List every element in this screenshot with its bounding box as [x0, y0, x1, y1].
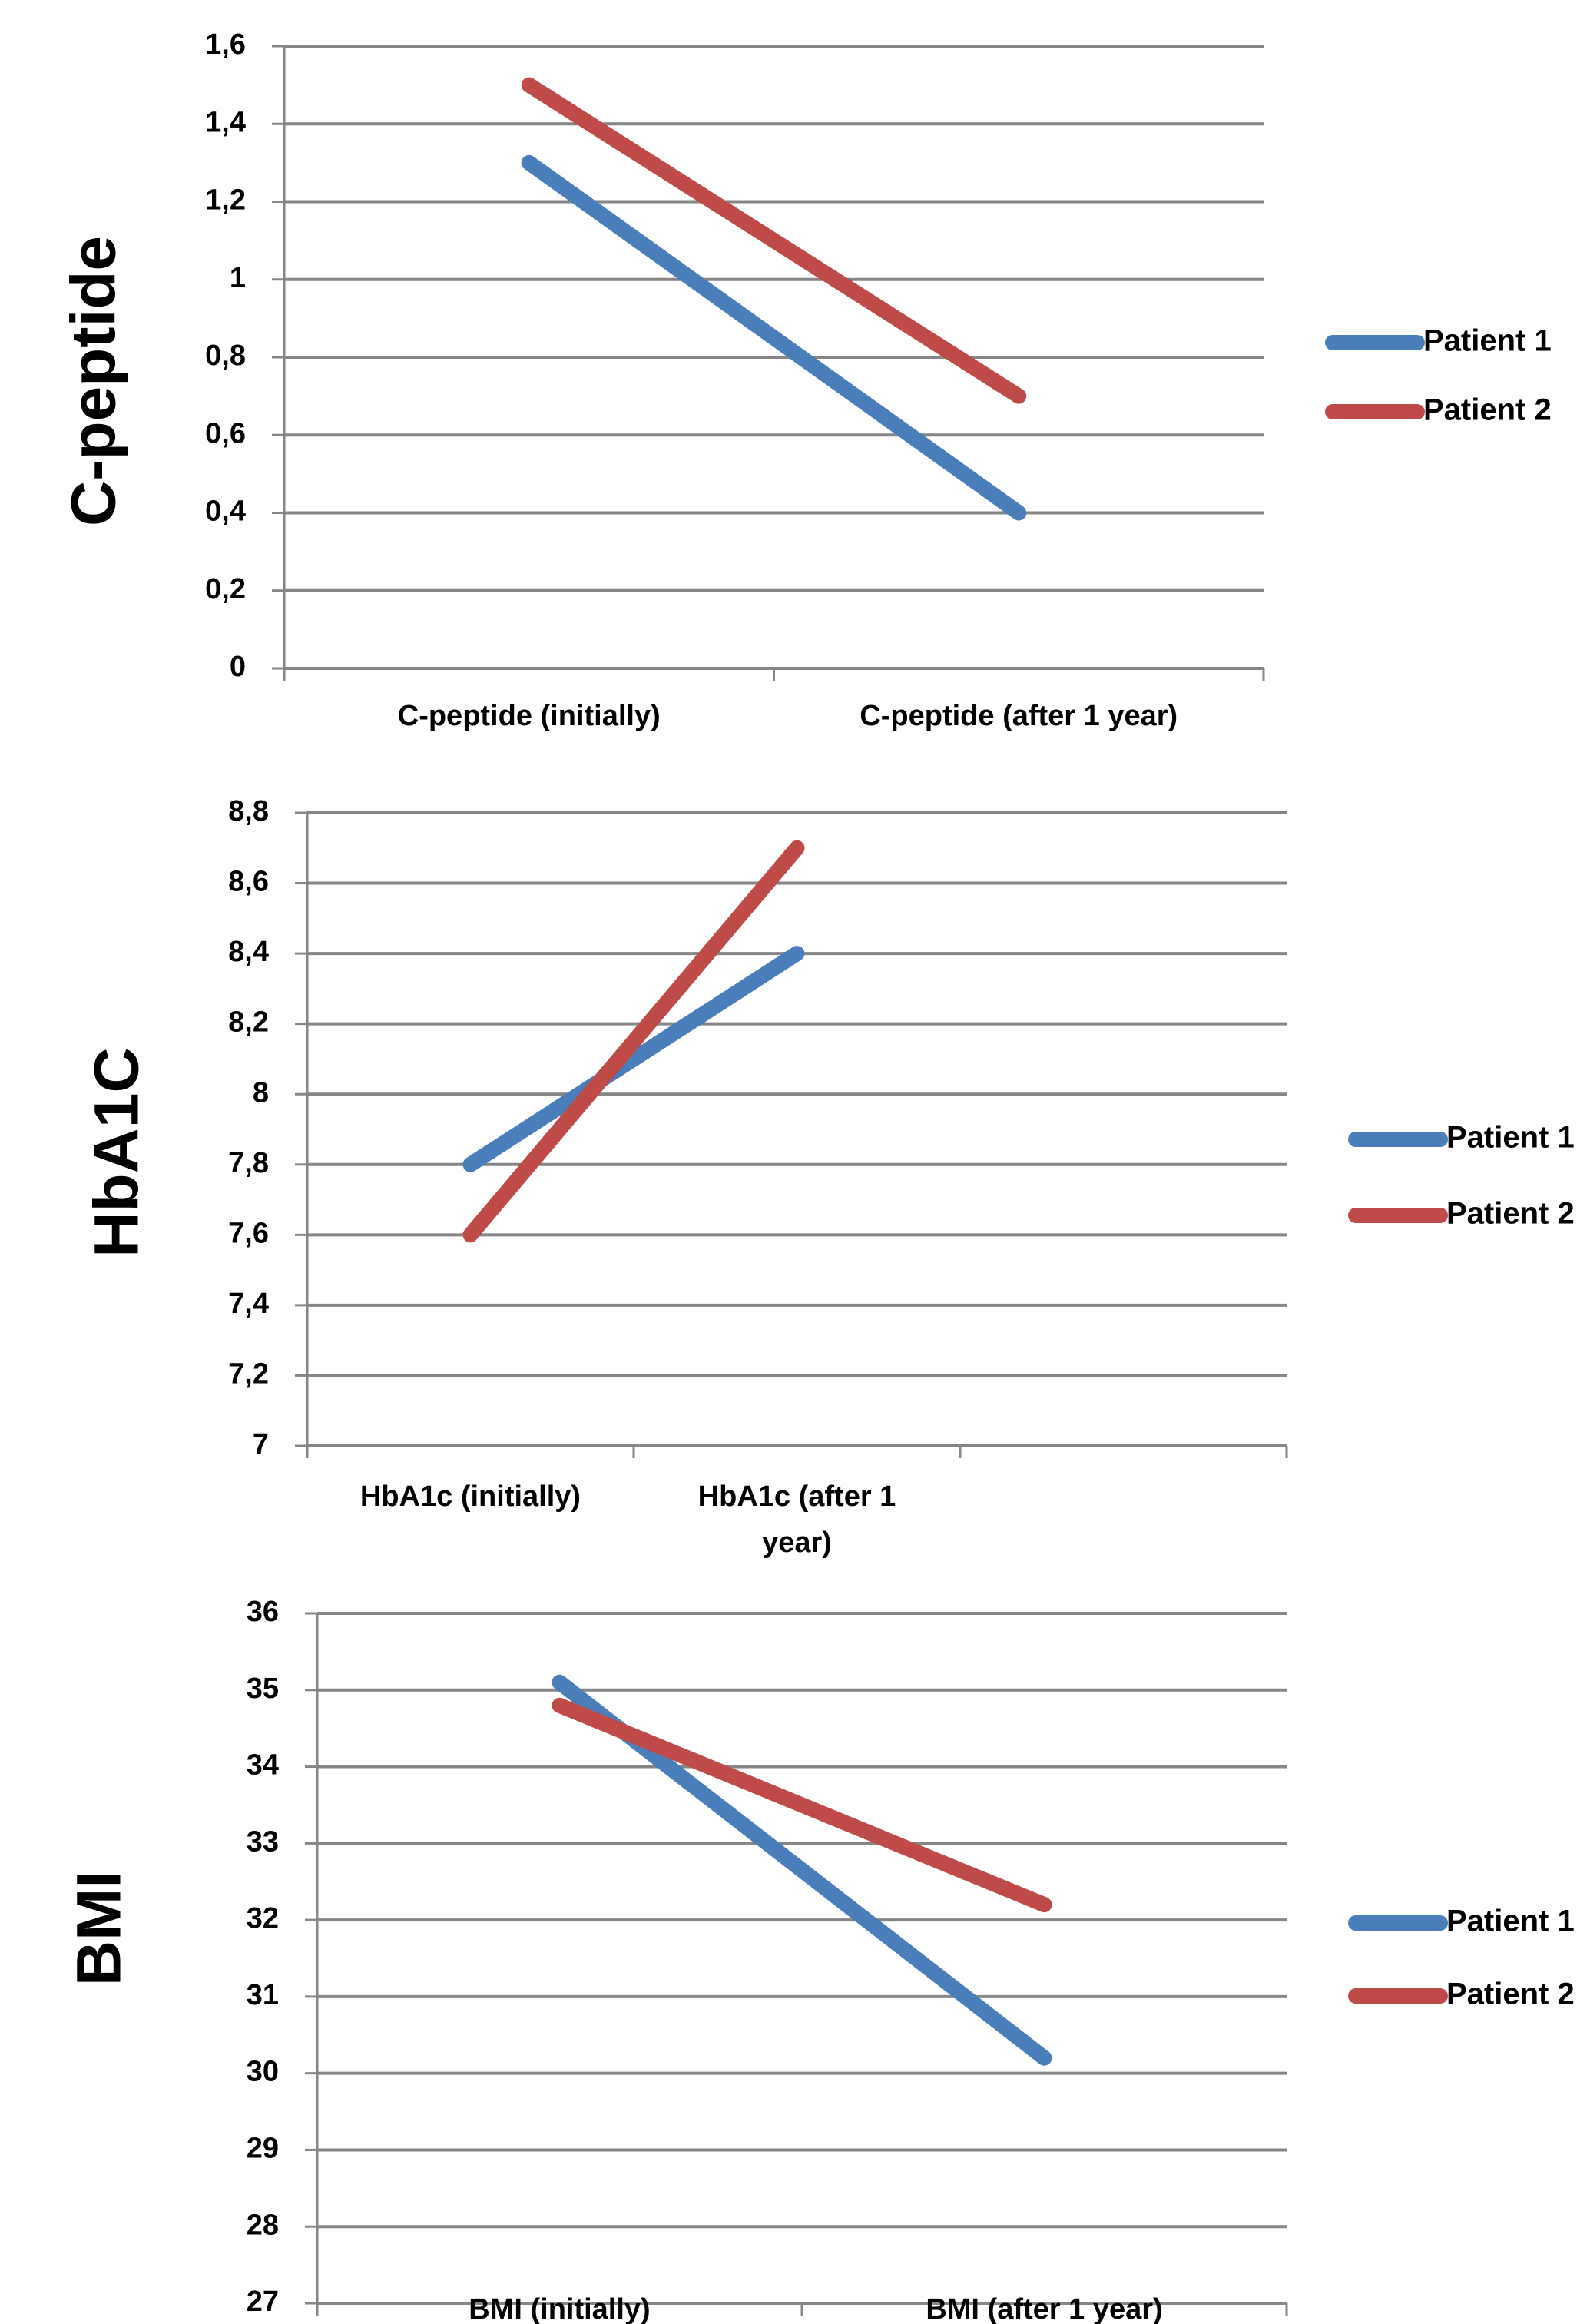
y-tick-label: 29 — [247, 2132, 279, 2164]
legend-label: Patient 1 — [1423, 324, 1552, 358]
y-tick-label: 7,6 — [228, 1217, 269, 1249]
legend-label: Patient 1 — [1446, 1905, 1575, 1938]
series-line-patient-2 — [552, 1697, 1052, 1913]
x-tick-label: HbA1c (initially) — [360, 1480, 581, 1513]
y-tick-label: 1,2 — [205, 184, 246, 217]
y-tick-label: 7,8 — [228, 1147, 269, 1179]
y-tick-label: 1 — [230, 262, 246, 294]
legend-label: Patient 2 — [1423, 393, 1552, 427]
y-tick-label: 0,6 — [205, 417, 246, 449]
y-tick-label: 8,4 — [228, 936, 269, 968]
x-tick-label: BMI (initially) — [469, 2293, 650, 2324]
y-tick-label: 28 — [247, 2209, 279, 2241]
y-tick-label: 7 — [253, 1428, 269, 1460]
y-tick-label: 0,2 — [205, 573, 246, 605]
legend-label: Patient 2 — [1446, 1978, 1575, 2011]
y-tick-label: 8 — [253, 1076, 269, 1109]
legend-label: Patient 2 — [1446, 1197, 1575, 1231]
side-title: BMI — [65, 1871, 134, 1986]
y-tick-label: 0,4 — [205, 496, 246, 528]
x-tick-label: BMI (after 1 year) — [926, 2293, 1162, 2324]
chart-panel-3: BMI 27 28 29 30 31 32 33 34 35 36 BMI (initially) BM… — [65, 1596, 1575, 2324]
chart-panel-2: HbA1C 7 7,2 7,4 7,6 7,8 8 8,2 8,4 8,6 8,8 HbA1c (in… — [82, 795, 1575, 1559]
series-line-patient-2 — [521, 77, 1027, 404]
y-tick-label: 1,6 — [205, 28, 246, 61]
series-line-patient-1 — [521, 154, 1027, 521]
side-title: C-peptide — [59, 236, 129, 526]
y-tick-label: 1,4 — [205, 106, 246, 138]
y-tick-label: 32 — [247, 1902, 279, 1934]
y-tick-label: 8,8 — [228, 795, 269, 827]
side-title: HbA1C — [82, 1047, 152, 1257]
y-tick-label: 27 — [247, 2286, 279, 2318]
y-tick-label: 33 — [247, 1825, 279, 1858]
y-tick-label: 34 — [247, 1749, 279, 1782]
y-tick-label: 31 — [247, 1979, 279, 2011]
y-tick-label: 36 — [247, 1596, 279, 1628]
y-tick-label: 0 — [230, 651, 246, 683]
legend-label: Patient 1 — [1446, 1121, 1575, 1155]
chart-panel-1: C-peptide 0 0,2 0,4 0,6 0,8 1 1,2 1,4 1,6 C-peptid… — [59, 28, 1552, 732]
y-tick-label: 0,8 — [205, 340, 246, 372]
y-tick-label: 35 — [247, 1673, 279, 1705]
y-tick-label: 30 — [247, 2056, 279, 2088]
y-tick-label: 7,2 — [228, 1358, 269, 1390]
x-tick-label: C-peptide (initially) — [398, 700, 661, 732]
series-line-patient-1 — [462, 946, 805, 1172]
series-line-patient-2 — [462, 840, 805, 1243]
x-tick-label: C-peptide (after 1 year) — [860, 700, 1178, 732]
y-tick-label: 8,6 — [228, 866, 269, 898]
y-tick-label: 7,4 — [228, 1288, 269, 1320]
x-tick-label: HbA1c (after 1 year) — [698, 1480, 896, 1559]
y-tick-label: 8,2 — [228, 1006, 269, 1039]
